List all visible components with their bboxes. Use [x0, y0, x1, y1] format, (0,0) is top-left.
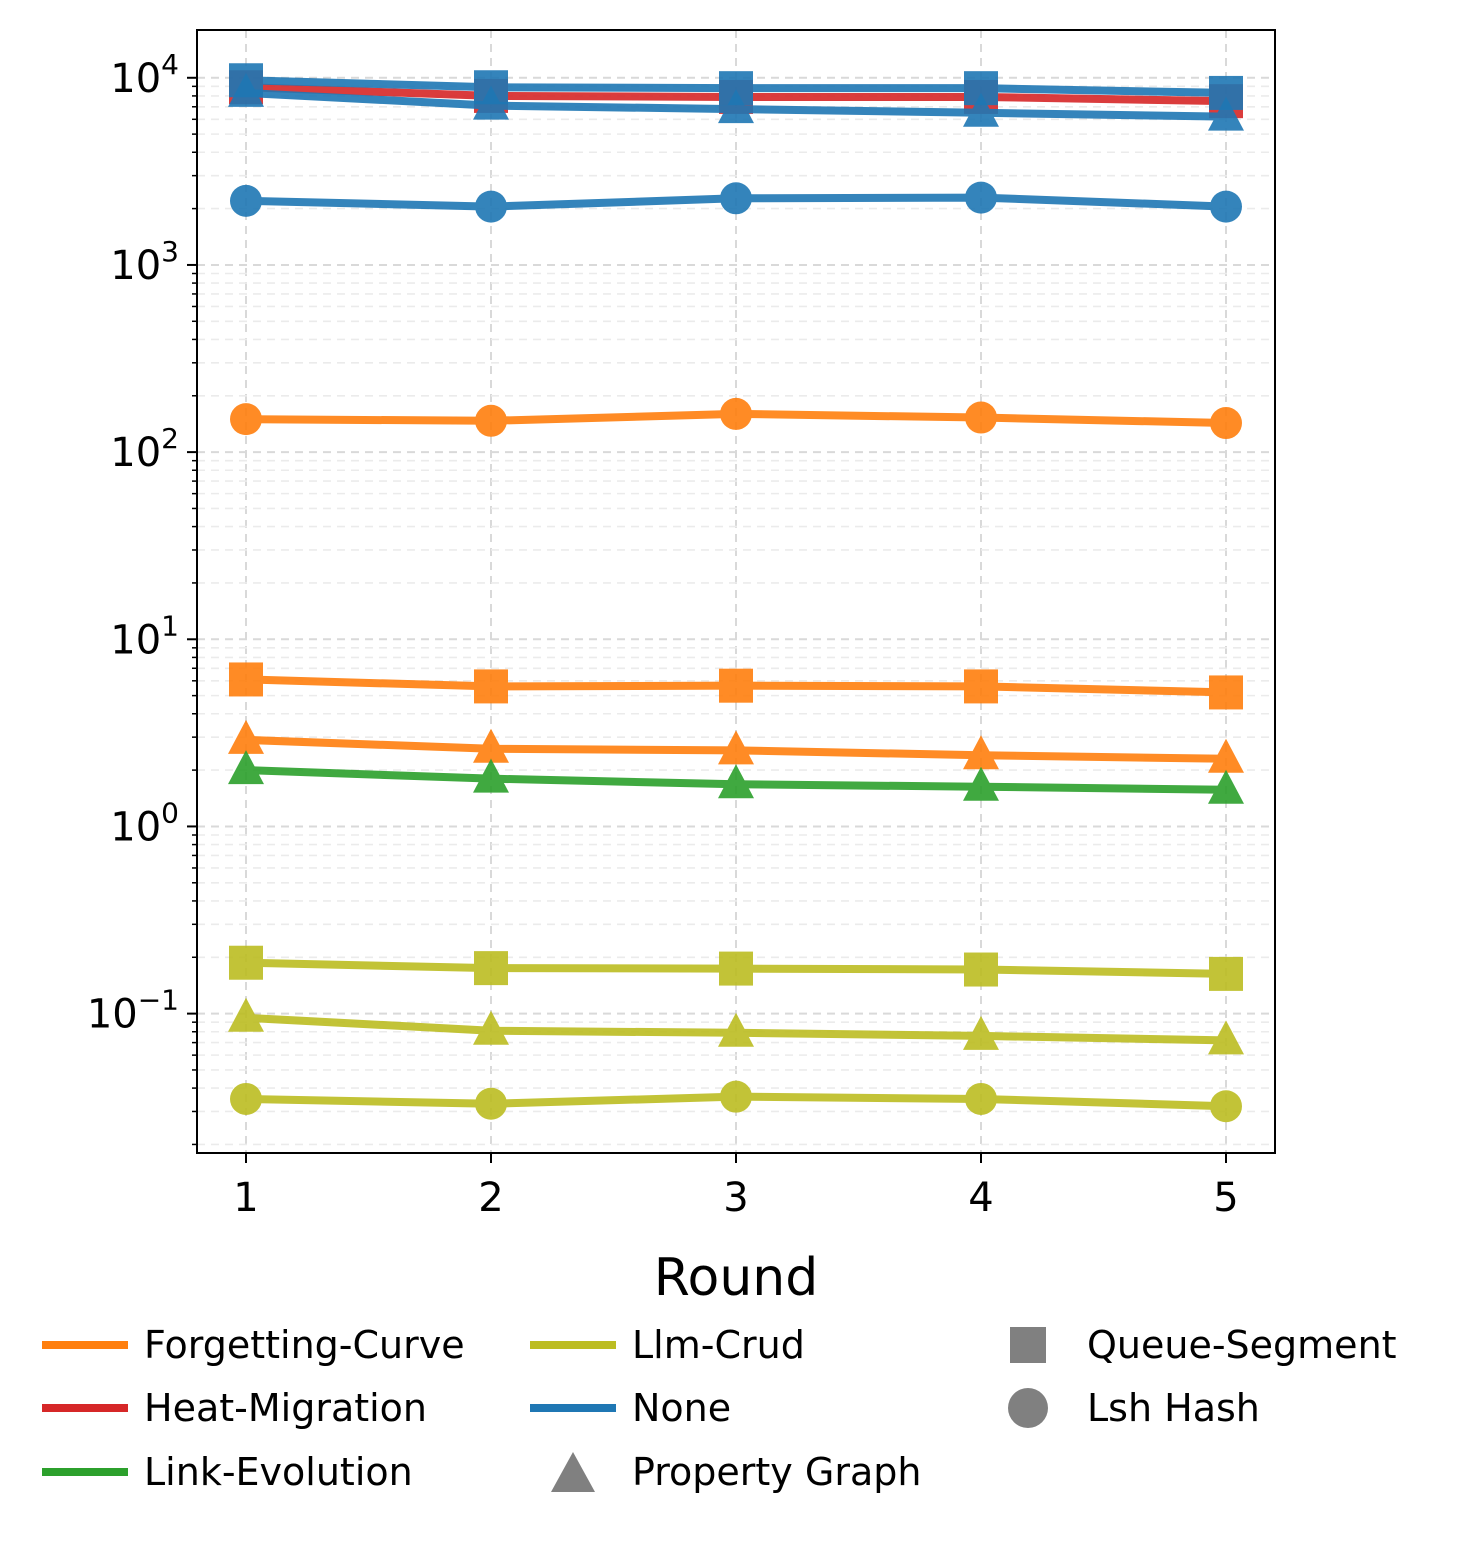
- series-forgetting-curve-property-graph: [228, 719, 1244, 773]
- data-point: [1209, 75, 1243, 110]
- axes-ticks: 1 2 3 4 5 10−1 100 101 102 103 104: [87, 48, 1239, 1221]
- data-point: [1208, 769, 1244, 804]
- data-point: [229, 662, 263, 697]
- y-tick-label: 10−1: [87, 984, 179, 1038]
- x-tick-label: 3: [723, 1175, 748, 1221]
- data-point: [719, 951, 753, 986]
- series-group: [228, 63, 1244, 1123]
- data-point: [475, 1087, 507, 1120]
- series-none-lsh-hash: [230, 181, 1242, 223]
- data-point: [718, 89, 754, 124]
- data-point: [229, 945, 263, 980]
- data-point: [473, 728, 509, 763]
- data-point: [1208, 1020, 1244, 1055]
- data-point: [965, 401, 997, 434]
- data-point: [228, 997, 264, 1032]
- data-point: [230, 1082, 262, 1115]
- data-point: [1209, 956, 1243, 991]
- data-point: [474, 70, 508, 105]
- data-point: [474, 669, 508, 704]
- data-point: [230, 184, 262, 217]
- x-tick-label: 2: [478, 1175, 503, 1221]
- data-point: [1210, 190, 1242, 223]
- data-point: [965, 181, 997, 214]
- data-point: [719, 71, 753, 106]
- data-point: [719, 668, 753, 703]
- data-point: [230, 403, 262, 436]
- data-point: [963, 735, 999, 770]
- data-point: [473, 758, 509, 793]
- y-tick-label: 104: [110, 48, 179, 102]
- data-point: [228, 750, 264, 785]
- data-point: [964, 669, 998, 704]
- y-tick-label: 101: [110, 609, 179, 663]
- data-point: [229, 63, 263, 98]
- data-point: [475, 404, 507, 437]
- data-point: [963, 766, 999, 801]
- series-link-evolution-property-graph: [228, 750, 1244, 804]
- y-tick-label: 103: [110, 235, 179, 289]
- x-tick-label: 1: [233, 1175, 258, 1221]
- x-tick-label: 5: [1213, 1175, 1238, 1221]
- y-tick-label: 100: [110, 796, 179, 850]
- data-point: [963, 92, 999, 127]
- series-llm-crud-lsh-hash: [230, 1080, 1242, 1123]
- data-point: [1208, 738, 1244, 773]
- series-none-queue-segment: [229, 63, 1243, 110]
- data-point: [720, 397, 752, 430]
- series-llm-crud-queue-segment: [229, 945, 1243, 991]
- data-point: [720, 182, 752, 215]
- data-point: [1208, 96, 1244, 131]
- series-forgetting-curve-lsh-hash: [230, 397, 1242, 440]
- data-point: [475, 190, 507, 223]
- y-tick-label: 102: [110, 422, 179, 476]
- data-point: [1210, 1090, 1242, 1123]
- data-point: [1209, 675, 1243, 710]
- x-tick-label: 4: [968, 1175, 993, 1221]
- series-llm-crud-property-graph: [228, 997, 1244, 1055]
- data-point: [965, 1082, 997, 1115]
- x-axis-label: Round: [654, 1248, 819, 1308]
- data-point: [1210, 407, 1242, 440]
- data-point: [474, 951, 508, 986]
- data-point: [963, 1015, 999, 1050]
- data-point: [718, 764, 754, 799]
- data-point: [718, 730, 754, 765]
- data-point: [718, 1012, 754, 1047]
- data-point: [228, 719, 264, 754]
- data-point: [964, 952, 998, 987]
- data-point: [964, 71, 998, 106]
- series-forgetting-curve-queue-segment: [229, 662, 1243, 710]
- data-point: [720, 1080, 752, 1113]
- data-point: [473, 1010, 509, 1045]
